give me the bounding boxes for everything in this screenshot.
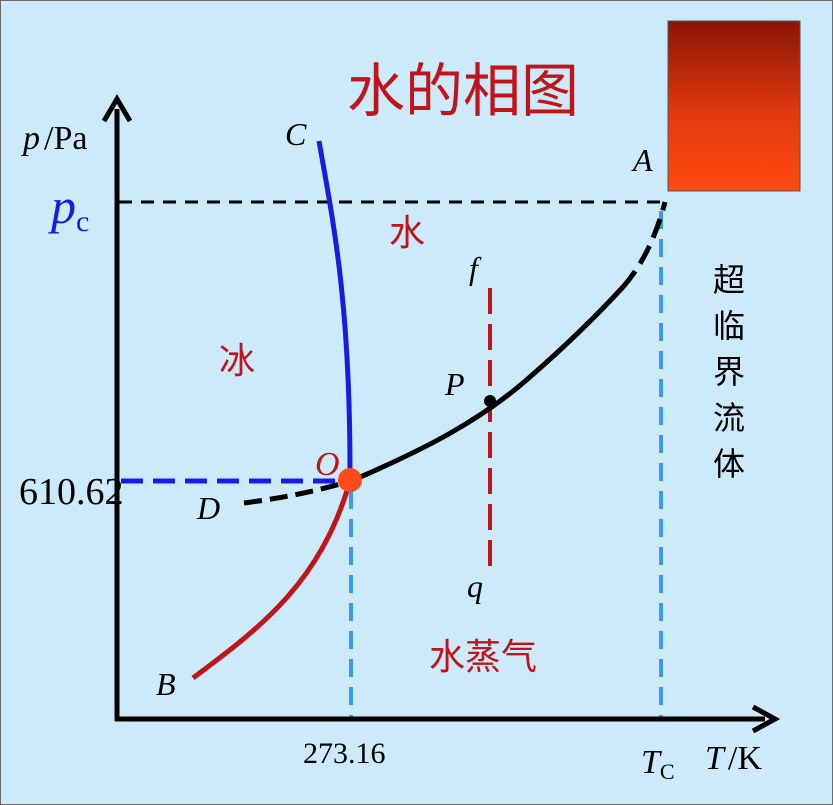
melting-curve-OC: [316, 140, 353, 482]
x-axis-slash: /: [728, 740, 738, 777]
critical-temperature-symbol: T: [641, 744, 662, 781]
vaporization-curve-dashed-end: [621, 201, 668, 289]
point-O-label: O: [315, 446, 340, 483]
supercritical-char-4: 流: [713, 399, 745, 437]
x-axis-variable: T: [705, 740, 726, 777]
triple-temperature-tick-label: 273.16: [303, 737, 386, 770]
point-q-label: q: [467, 568, 483, 604]
diagram-title: 水的相图: [347, 57, 579, 125]
point-A-label: A: [631, 142, 653, 178]
point-B-label: B: [156, 666, 176, 702]
point-D-label: D: [196, 490, 220, 526]
point-P-marker: [484, 395, 496, 407]
y-axis-arrow: [101, 94, 133, 123]
y-axis-slash: /: [44, 120, 54, 157]
vapor-region-label: 水蒸气: [429, 637, 537, 678]
vaporization-curve-OA: [350, 285, 625, 484]
supercritical-char-5: 体: [713, 445, 745, 483]
supercooled-water-curve-OD: [243, 478, 352, 506]
critical-pressure-subscript: c: [76, 205, 89, 238]
triple-point-marker: [338, 468, 362, 492]
ice-region-label: 冰: [219, 341, 255, 382]
supercritical-region-label: 超 临 界 流 体: [713, 261, 745, 483]
sublimation-curve-OB: [191, 480, 353, 681]
x-axis-arrow: [751, 704, 781, 734]
x-axis-unit: K: [737, 740, 762, 777]
critical-pressure-symbol: p: [48, 178, 76, 234]
y-axis-variable: p: [21, 120, 40, 157]
critical-temperature-subscript: C: [660, 759, 675, 784]
water-region-label: 水: [389, 213, 425, 254]
y-axis-label: p/Pa: [21, 120, 87, 157]
axes: [101, 94, 781, 734]
critical-pressure-label: pc: [48, 178, 89, 238]
triple-pressure-tick-label: 610.62: [19, 471, 124, 513]
point-P-label: P: [444, 366, 465, 402]
supercritical-char-2: 临: [713, 307, 745, 345]
point-C-label: C: [285, 116, 307, 152]
point-f-label: f: [469, 250, 482, 286]
critical-temperature-label: TC: [641, 744, 675, 784]
supercritical-char-3: 界: [713, 353, 745, 391]
supercritical-char-1: 超: [713, 261, 745, 299]
x-axis-label: T/K: [705, 740, 762, 777]
y-axis-unit: Pa: [53, 120, 87, 157]
supercritical-swatch: [667, 20, 801, 192]
